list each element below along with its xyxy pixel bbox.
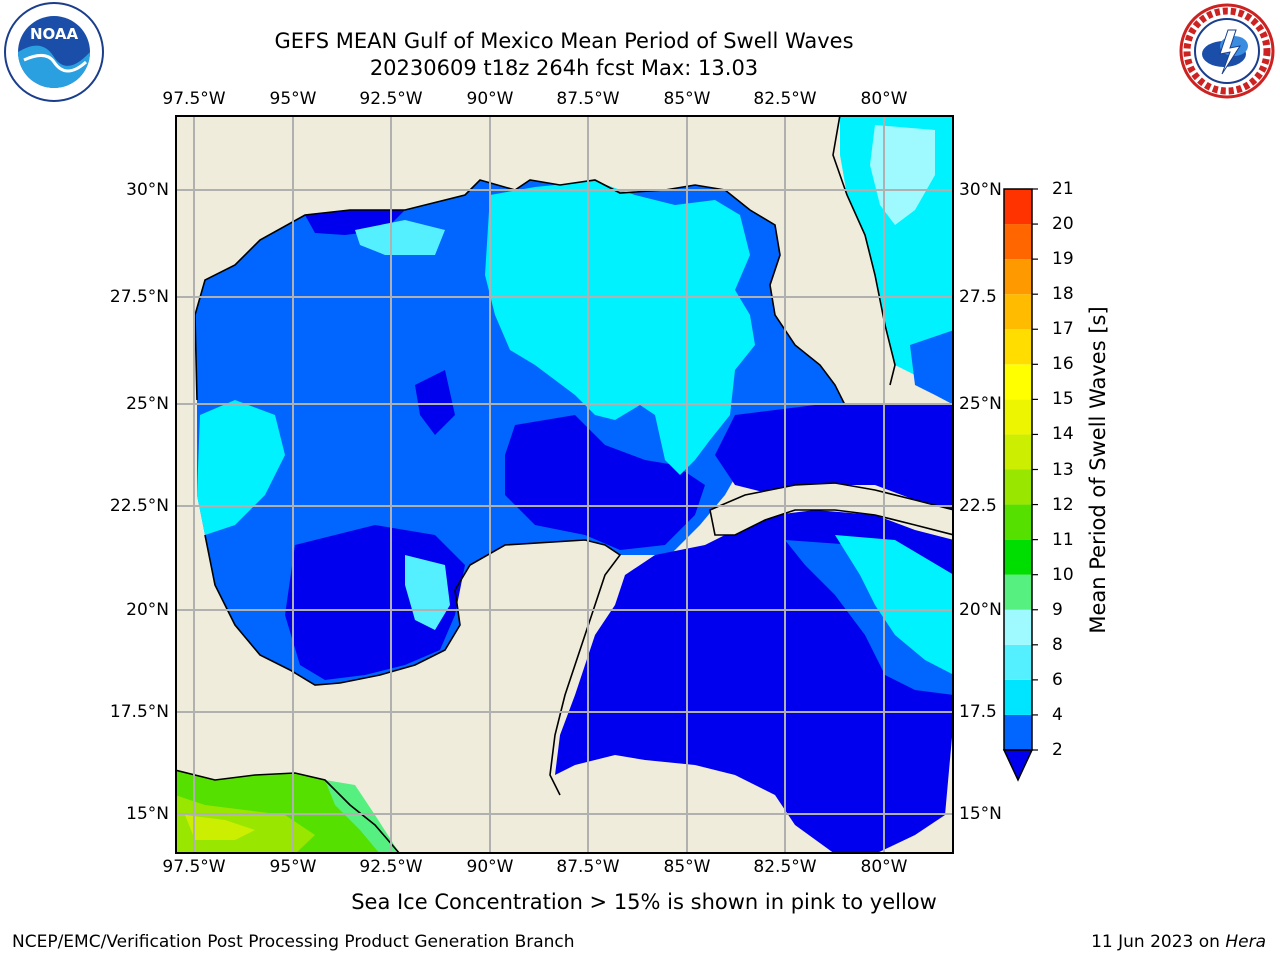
noaa-logo: NOAA	[4, 2, 104, 102]
colorbar-segment	[1004, 679, 1032, 715]
colorbar-tick-label: 20	[1052, 214, 1074, 235]
lon-label-bottom: 87.5°W	[556, 857, 620, 877]
colorbar-tick-label: 10	[1052, 564, 1074, 585]
cuba-coastline	[709, 482, 954, 536]
lon-label-top: 97.5°W	[162, 89, 226, 109]
florida-coastline	[832, 115, 896, 386]
lat-label-right: 20°N	[959, 600, 1002, 620]
atlantic-light	[870, 125, 935, 225]
gulf-deep-straits	[715, 405, 954, 510]
footer-machine: Hera	[1225, 932, 1266, 952]
gulf-deep-east	[505, 415, 705, 550]
footer-date: 11 Jun 2023 on Hera	[1091, 932, 1266, 952]
colorbar-tick-label: 12	[1052, 494, 1074, 515]
colorbar-segment	[1004, 224, 1032, 260]
lon-label-bottom: 95°W	[269, 857, 317, 877]
colorbar-segment	[1004, 189, 1032, 225]
colorbar-tick-label: 4	[1052, 704, 1063, 725]
caribbean-cyan	[835, 535, 954, 675]
colorbar-segment	[1004, 644, 1032, 680]
lat-label-right: 22.5	[959, 496, 997, 516]
lat-label-left: 30°N	[126, 180, 169, 200]
lon-label-top: 80°W	[860, 89, 908, 109]
yucatan-coastline	[204, 534, 622, 796]
colorbar-tick-label: 16	[1052, 354, 1074, 375]
colorbar-tick-label: 8	[1052, 634, 1063, 655]
colorbar-tick-label: 13	[1052, 459, 1074, 480]
gulf-light-1	[355, 220, 445, 255]
colorbar-title: Mean Period of Swell Waves [s]	[1086, 306, 1110, 634]
colorbar-segment	[1004, 329, 1032, 365]
lat-label-left: 20°N	[126, 600, 169, 620]
lon-label-top: 95°W	[269, 89, 317, 109]
lat-label-left: 27.5°N	[109, 287, 169, 307]
colorbar-tick-label: 6	[1052, 669, 1063, 690]
colorbar	[1002, 188, 1038, 782]
gulf-deep-central	[415, 370, 455, 435]
sea-ice-note: Sea Ice Concentration > 15% is shown in …	[351, 890, 937, 914]
colorbar-tick-label: 15	[1052, 389, 1074, 410]
lat-label-left: 15°N	[126, 804, 169, 824]
lat-label-left: 22.5°N	[109, 496, 169, 516]
map-grid	[175, 115, 954, 854]
pacific-swell-core	[185, 815, 255, 840]
noaa-logo-text: NOAA	[30, 25, 79, 43]
colorbar-tick-label: 2	[1052, 740, 1063, 760]
lon-label-bottom: 92.5°W	[359, 857, 423, 877]
lon-label-top: 92.5°W	[359, 89, 423, 109]
nws-logo	[1179, 3, 1275, 99]
lat-label-right: 17.5	[959, 702, 997, 722]
colorbar-segment	[1004, 609, 1032, 645]
colorbar-tick-label: 9	[1052, 599, 1063, 620]
map-title: GEFS MEAN Gulf of Mexico Mean Period of …	[274, 29, 854, 53]
lat-label-right: 25°N	[959, 394, 1002, 414]
lat-label-right: 30°N	[959, 180, 1002, 200]
lat-label-left: 25°N	[126, 394, 169, 414]
gulf-coastline	[194, 179, 846, 406]
lat-label-right: 15°N	[959, 804, 1002, 824]
colorbar-segment	[1004, 294, 1032, 330]
colorbar-tick-label: 18	[1052, 284, 1074, 305]
colorbar-tick-label: 14	[1052, 424, 1074, 445]
colorbar-tick-label: 11	[1052, 529, 1074, 550]
colorbar-segment	[1004, 434, 1032, 470]
colorbar-segment	[1004, 539, 1032, 575]
lon-label-bottom: 85°W	[663, 857, 711, 877]
gulf-cyan-sw	[405, 555, 450, 630]
colorbar-tick-label: 21	[1052, 179, 1074, 199]
lat-label-right: 27.5	[959, 287, 997, 307]
lon-label-bottom: 82.5°W	[753, 857, 817, 877]
lon-label-top: 82.5°W	[753, 89, 817, 109]
lon-label-top: 90°W	[466, 89, 514, 109]
footer-credit: NCEP/EMC/Verification Post Processing Pr…	[12, 932, 575, 952]
colorbar-segment	[1004, 469, 1032, 505]
lon-label-bottom: 97.5°W	[162, 857, 226, 877]
colorbar-tick-label: 19	[1052, 249, 1074, 270]
central-america-coast	[175, 769, 401, 854]
lat-label-left: 17.5°N	[109, 702, 169, 722]
map-frame	[175, 115, 954, 854]
lon-label-top: 87.5°W	[556, 89, 620, 109]
colorbar-segment	[1004, 504, 1032, 540]
footer-date-text: 11 Jun 2023 on	[1091, 932, 1226, 952]
colorbar-segment	[1004, 714, 1032, 750]
atlantic-deep	[910, 330, 954, 405]
colorbar-tick-label: 17	[1052, 319, 1074, 340]
gulf-cyan-w	[197, 400, 285, 535]
colorbar-segment	[1004, 574, 1032, 610]
gulf-map	[175, 115, 954, 854]
lon-label-top: 85°W	[663, 89, 711, 109]
lon-label-bottom: 90°W	[466, 857, 514, 877]
colorbar-segment	[1004, 364, 1032, 400]
lon-label-bottom: 80°W	[860, 857, 908, 877]
colorbar-segment	[1004, 259, 1032, 295]
colorbar-segment	[1004, 399, 1032, 435]
map-subtitle: 20230609 t18z 264h fcst Max: 13.03	[369, 56, 759, 80]
colorbar-under-arrow	[1002, 749, 1034, 782]
